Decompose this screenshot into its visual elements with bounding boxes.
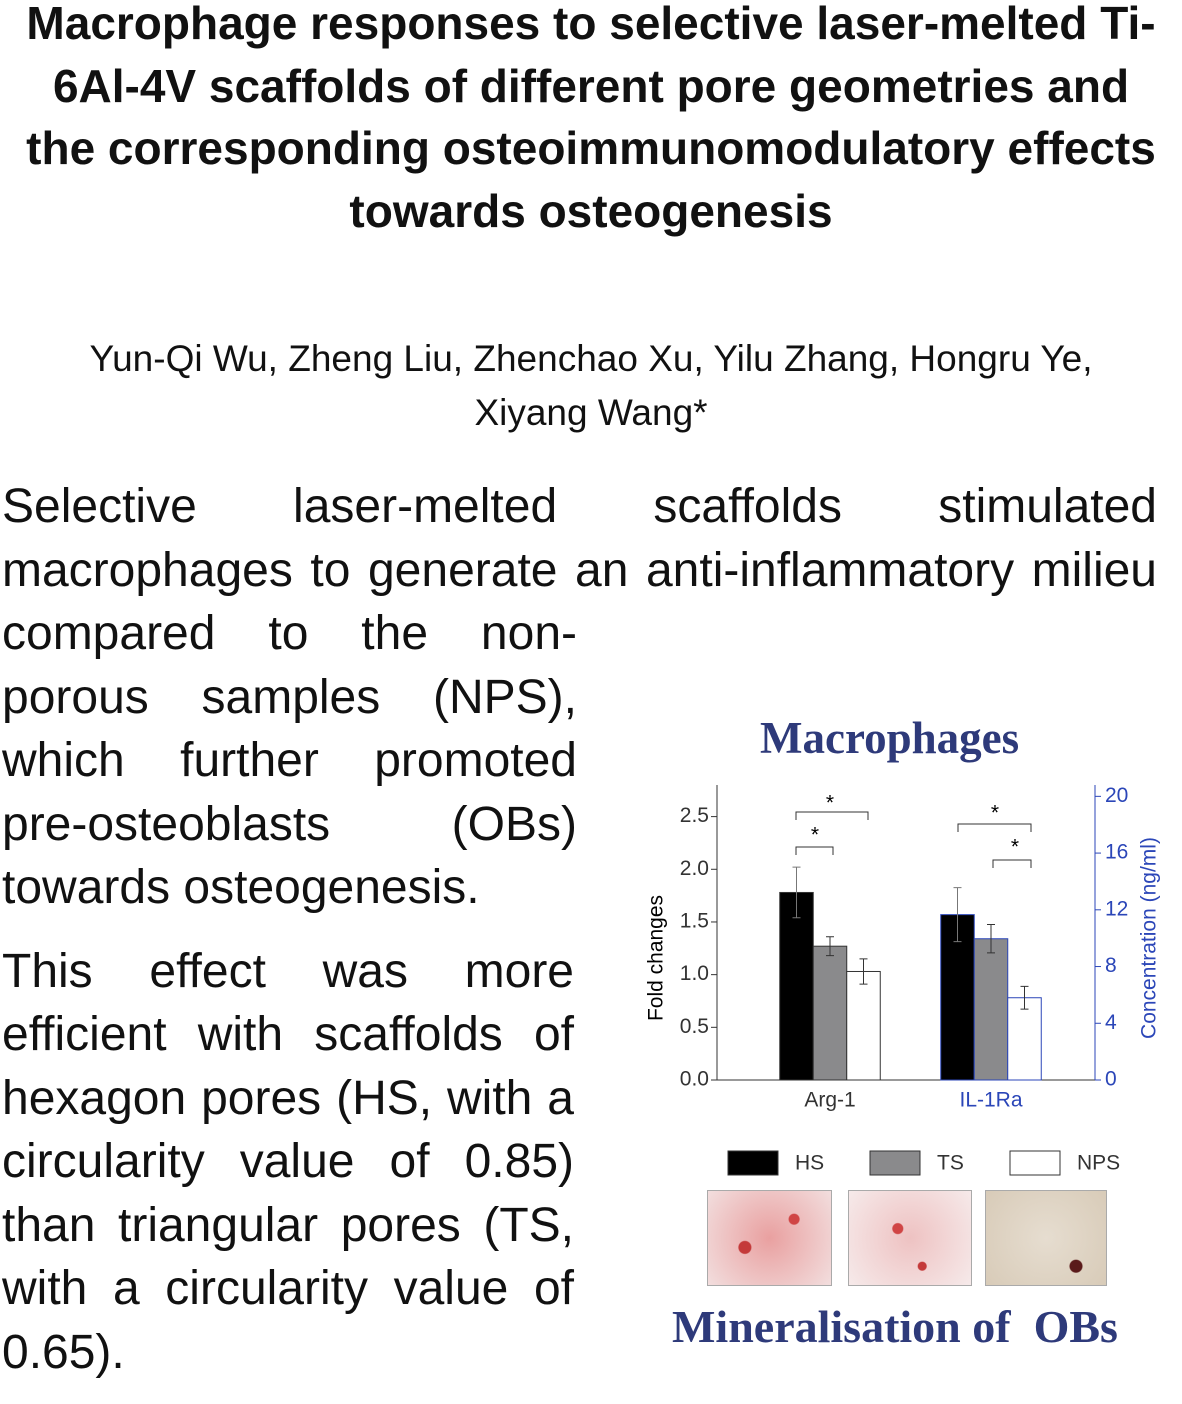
y-axis-label: Fold changes: [645, 895, 668, 1021]
authors: Yun-Qi Wu, Zheng Liu, Zhenchao Xu, Yilu …: [89, 338, 1093, 433]
bracket: [992, 859, 1032, 868]
bar: [1007, 997, 1042, 1081]
legend-label: NPS: [1077, 1152, 1120, 1175]
photo: [707, 1190, 832, 1286]
paragraph: This effect was more efficient with scaf…: [2, 944, 574, 1379]
bar: [973, 938, 1009, 1081]
bar: [812, 945, 848, 1081]
photo: [848, 1190, 972, 1286]
legend-swatch: [869, 1150, 921, 1176]
y-axis-label: Concentration (ng/ml): [1138, 837, 1161, 1039]
figure-label: Macrophages: [760, 713, 1020, 763]
body-text: Selective laser-melted scaffolds stimula…: [2, 475, 1157, 1404]
legend-swatch: [727, 1150, 779, 1176]
significance: *: [1011, 836, 1019, 859]
page: Macrophage responses to selective laser-…: [2, 0, 1161, 1379]
y-tick-label: 0.0: [680, 1068, 709, 1091]
y-tick-label: 2.0: [680, 857, 709, 880]
significance: *: [826, 792, 834, 815]
y-tick-label: 8: [1105, 954, 1117, 977]
error-bar: [859, 958, 868, 985]
bracket: [795, 811, 869, 820]
error-bar: [826, 936, 834, 957]
y-tick-label: 16: [1105, 841, 1128, 864]
bar: [846, 970, 881, 1081]
error-bar: [1020, 985, 1029, 1010]
y-tick-label: 4: [1105, 1011, 1117, 1034]
x-tick-label: IL-1Ra: [959, 1089, 1022, 1112]
bracket: [795, 846, 834, 855]
photo: [985, 1190, 1107, 1286]
y-tick-label: 0.5: [680, 1015, 709, 1038]
paragraph: Selective laser-melted scaffolds stimula…: [2, 480, 1157, 914]
error-bar: [953, 887, 962, 943]
y-tick-label: 1.5: [680, 910, 709, 933]
error-bar: [792, 866, 801, 919]
legend-label: TS: [937, 1152, 964, 1175]
significance: *: [991, 802, 999, 825]
error-bar: [987, 924, 995, 954]
y-tick-label: 20: [1105, 784, 1128, 807]
y-tick-label: 0: [1105, 1068, 1117, 1091]
legend-label: HS: [795, 1152, 824, 1175]
bracket: [957, 823, 1032, 832]
y-tick-label: 2.5: [680, 804, 709, 827]
x-tick-label: Arg-1: [804, 1089, 855, 1112]
figure-label: Mineralisation of OBs: [672, 1301, 1118, 1352]
significance: *: [811, 824, 819, 847]
bar: [779, 891, 814, 1081]
legend-swatch: [1009, 1150, 1061, 1176]
chart: 0.0 0.5 1.0 1.5 2.0 2.5 Fold changes Arg-1 * * 0 4 8…: [645, 784, 1161, 1176]
y-tick-label: 1.0: [680, 962, 709, 985]
title: Macrophage responses to selective laser-…: [26, 0, 1156, 237]
y-tick-label: 12: [1105, 897, 1128, 920]
